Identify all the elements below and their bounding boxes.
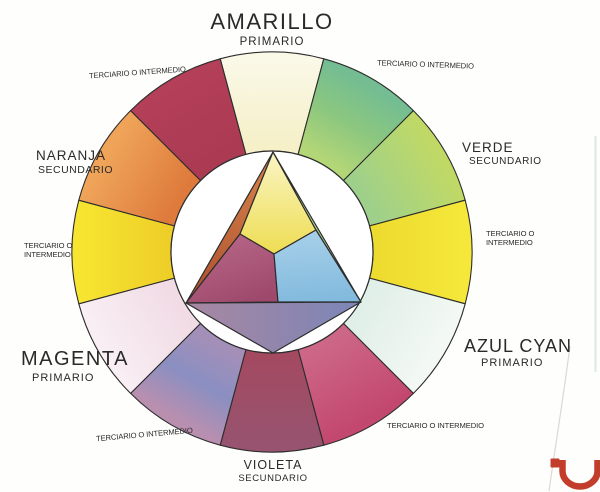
label-naranja-secundario: NARANJA SECUNDARIO xyxy=(36,148,113,176)
label-verde-title: VERDE xyxy=(462,140,514,155)
label-violeta-sub: SECUNDARIO xyxy=(238,472,308,484)
label-terciario-bottom-right: TERCIARIO O INTERMEDIO xyxy=(387,421,484,430)
label-amarillo-primario: AMARILLO PRIMARIO xyxy=(172,9,372,50)
inner-triangle-violeta xyxy=(185,301,362,354)
label-amarillo-title: AMARILLO xyxy=(210,9,334,34)
pencil-stray-line xyxy=(548,345,571,492)
label-violeta-title: VIOLETA xyxy=(243,458,303,472)
label-verde-sub: SECUNDARIO xyxy=(469,155,542,167)
label-naranja-sub: SECUNDARIO xyxy=(38,163,114,176)
label-terciario-right: TERCIARIO O INTERMEDIO xyxy=(486,229,535,247)
label-magenta-primario: MAGENTA PRIMARIO xyxy=(21,348,129,385)
label-naranja-title: NARANJA xyxy=(36,148,107,163)
label-magenta-title: MAGENTA xyxy=(21,348,129,370)
label-violeta-secundario: VIOLETA SECUNDARIO xyxy=(173,458,373,484)
label-amarillo-sub: PRIMARIO xyxy=(239,35,305,48)
label-azul-sub: PRIMARIO xyxy=(481,357,544,370)
label-magenta-sub: PRIMARIO xyxy=(32,371,95,384)
label-verde-secundario: VERDE SECUNDARIO xyxy=(462,140,542,168)
label-azul-cyan-primario: AZUL CYAN PRIMARIO xyxy=(464,336,572,370)
label-terciario-left: TERCIARIO O INTERMEDIO xyxy=(24,241,73,259)
label-azul-title: AZUL CYAN xyxy=(464,336,573,356)
logo-mark xyxy=(550,458,600,490)
